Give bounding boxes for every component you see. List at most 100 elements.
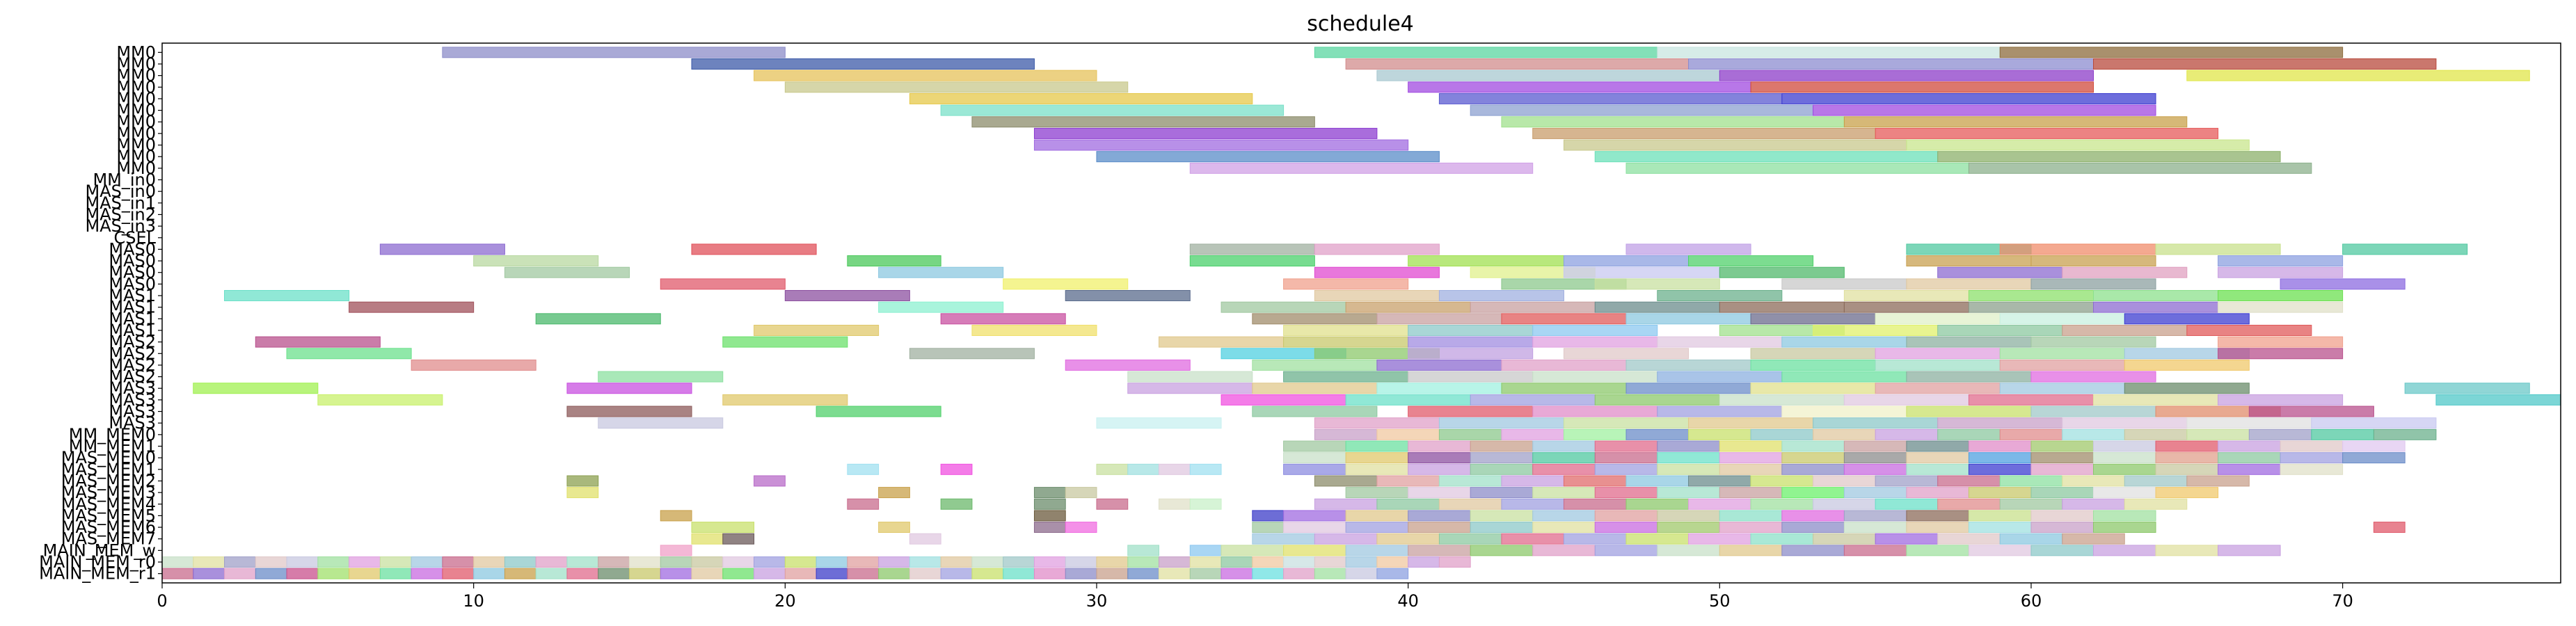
task-bar [1781,463,1845,475]
task-bar [2218,266,2344,278]
task-bar [1408,463,1471,475]
x-tick-label: 50 [1709,591,1731,611]
task-bar [1470,301,1596,313]
task-bar [1501,359,1627,371]
task-bar [1719,510,1783,522]
task-bar [1781,545,1845,556]
task-bar [1314,47,1658,58]
task-bar [2093,545,2156,556]
task-bar [878,301,1004,313]
task-bar [1719,545,1783,556]
task-bar [1283,440,1346,452]
task-bar [2155,243,2281,255]
task-bar [1937,498,2001,510]
task-bar [2186,417,2312,429]
task-bar [2186,324,2312,336]
task-bar [379,556,412,568]
x-tick-label: 30 [1086,591,1108,611]
task-bar [442,47,786,58]
task-bar [1532,440,1596,452]
task-bar [1221,568,1253,579]
task-bar [1314,533,1378,545]
task-bar [1968,545,2032,556]
task-bar [1781,336,1907,348]
task-bar [317,568,350,579]
task-bar [1968,522,2032,533]
task-bar [1345,487,1409,499]
task-bar [535,568,568,579]
task-bar [317,394,443,406]
task-bar [1501,383,1627,394]
task-bar [1813,498,1876,510]
task-bar [1843,487,1907,499]
task-bar [1376,498,1440,510]
task-bar [847,255,941,267]
task-bar [2030,406,2156,417]
task-bar [909,556,941,568]
task-bar [1999,313,2125,325]
task-bar [2218,336,2344,348]
task-bar [691,568,724,579]
task-bar [1376,568,1409,579]
task-bar [2218,290,2344,302]
task-bar [784,290,910,302]
task-bar [411,556,443,568]
task-bar [1594,394,1720,406]
task-bar [504,266,630,278]
task-bar [2155,487,2219,499]
task-bar [847,568,880,579]
plot-frame [161,42,2561,584]
task-bar [1688,417,1814,429]
task-bar [1159,336,1285,348]
task-bar [1314,568,1346,579]
task-bar [1657,545,1720,556]
y-tick-label: MAS1 [109,309,156,328]
task-bar [1968,301,2094,313]
task-bar [1345,545,1409,556]
task-bar [1283,556,1315,568]
task-bar [286,348,412,360]
task-bar [1501,116,1845,128]
task-bar [722,556,755,568]
y-tick-label: MM0 [116,42,156,62]
task-bar [1813,417,1939,429]
task-bar [1625,313,1751,325]
task-bar [878,522,910,533]
task-bar [1159,463,1191,475]
task-bar [1283,371,1409,383]
task-bar [193,568,225,579]
task-bar [1843,440,1907,452]
task-bar [286,568,319,579]
task-bar [1033,127,1378,139]
task-bar [1470,463,1534,475]
y-tick-label: MM0 [116,136,156,155]
task-bar [1594,510,1658,522]
task-bar [660,278,786,290]
task-bar [442,568,475,579]
task-bar [224,556,256,568]
task-bar [1937,428,2001,440]
task-bar [1345,452,1409,464]
task-bar [1376,383,1502,394]
task-bar [878,487,910,499]
task-bar [1719,440,1783,452]
x-tick-label: 60 [2021,591,2042,611]
task-bar [754,324,880,336]
task-bar [1501,313,1627,325]
task-bar [1688,533,1751,545]
task-bar [566,568,599,579]
task-bar [1189,545,1222,556]
task-bar [1999,348,2125,360]
task-bar [1096,498,1129,510]
task-bar [1408,348,1534,360]
task-bar [1501,428,1564,440]
task-bar [535,313,661,325]
y-tick-label: MAS3 [109,390,156,410]
task-bar [224,290,350,302]
task-bar [1999,243,2156,255]
task-bar [2218,545,2281,556]
task-bar [1843,545,1907,556]
task-bar [1750,348,1876,360]
task-bar [1252,359,1378,371]
task-bar [1065,568,1097,579]
